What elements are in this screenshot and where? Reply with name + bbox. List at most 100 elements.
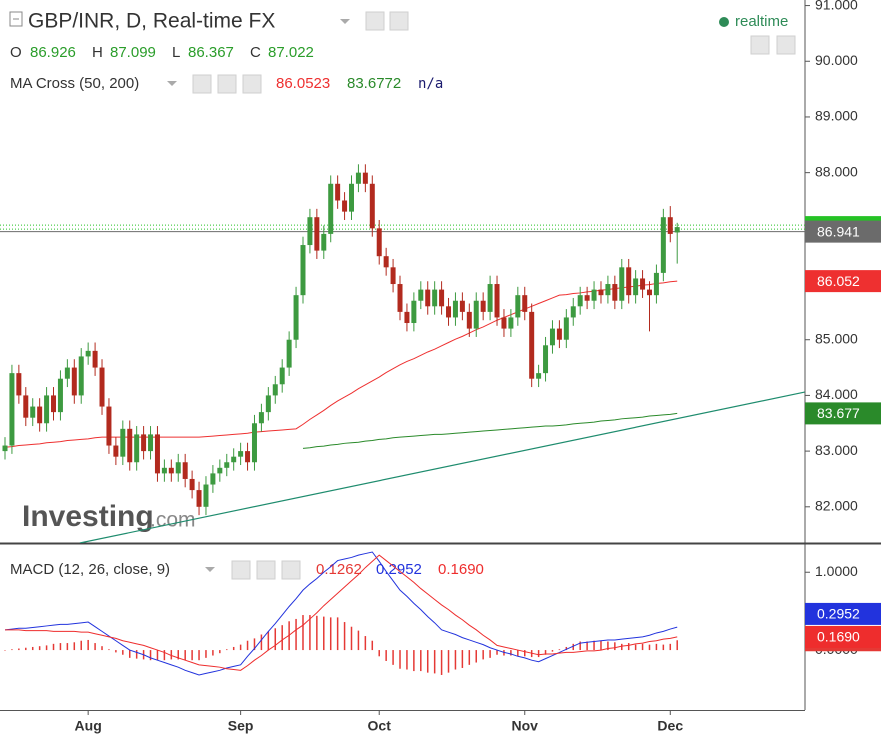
candle-body [307,217,313,246]
price-box [805,625,881,648]
candle-body [487,284,493,312]
dropdown-caret[interactable] [340,19,350,24]
candle-body [78,356,84,396]
candle-body [674,227,680,233]
candle-body [2,445,8,452]
candle-body [16,373,22,396]
candle-body [591,289,597,301]
histogram-bar [676,640,678,651]
histogram-bar [475,650,477,663]
ohlc-value: 86.926 [30,44,76,61]
macd-line [4,551,678,676]
plot-area [4,551,678,676]
candle-body [660,217,666,273]
histogram-bar [156,650,159,661]
candle-body [64,367,70,379]
candle-body [293,295,299,340]
candle-body [106,406,112,446]
visibility-icon[interactable] [192,74,212,94]
histogram-bar [177,650,179,660]
candle-body [120,428,126,457]
histogram-bar [482,650,484,660]
y-tick-label: 85.000 [815,330,858,346]
watermark: Investing [22,500,154,533]
candle-body [439,289,445,307]
candle-body [57,378,63,413]
ohlc-label: C [250,44,261,61]
candle-body [473,300,479,329]
histogram-bar [447,650,450,673]
price-box-label: 83.677 [817,405,860,421]
y-tick-label: 90.000 [815,52,858,68]
candle-body [619,267,625,301]
histogram-bar [371,640,374,651]
candle-body [446,306,452,318]
candle-body [418,289,424,301]
ohlc-value: 86.367 [188,44,234,61]
x-tick-label: Sep [228,718,254,734]
histogram-bar [253,638,256,651]
histogram-bar [184,650,186,661]
candle-body [466,311,472,329]
ma-line [4,280,678,448]
candle-body [168,467,174,474]
histogram-bar [274,628,277,651]
histogram-bar [163,650,166,661]
dropdown-caret[interactable] [205,567,215,572]
dropdown-caret[interactable] [167,81,177,86]
settings-icon[interactable] [389,11,409,31]
visibility-icon[interactable] [231,560,251,580]
candle-body [452,300,458,318]
candle-body [85,350,91,357]
remove-icon[interactable] [242,74,262,94]
candle-body [189,478,195,491]
histogram-bar [572,643,575,651]
ohlc-value: 87.099 [110,44,156,61]
price-box-label: 86.052 [817,273,860,289]
realtime-status: realtime [735,13,788,30]
y-tick-label: 84.000 [815,386,858,402]
histogram-bar [426,650,429,673]
candle-body [23,395,29,418]
candle-body [369,183,375,229]
remove-icon[interactable] [281,560,301,580]
candle-body [598,289,604,296]
histogram-bar [59,643,62,651]
candle-body [51,395,57,413]
histogram-bar [108,649,110,651]
indicator-value: 83.6772 [347,75,401,92]
trend-line [79,391,805,543]
settings-icon[interactable] [217,74,237,94]
histogram-bar [385,650,387,661]
x-tick-label: Aug [75,718,102,734]
histogram-bar [350,626,353,651]
ma-line [302,412,678,449]
histogram-bar [239,644,242,651]
visibility-icon[interactable] [365,11,385,31]
download-icon[interactable] [750,35,770,55]
y-tick-label: 88.000 [815,163,858,179]
ohlc-label: L [172,44,180,61]
candle-body [383,256,389,268]
realtime-dot [719,17,729,27]
histogram-bar [219,650,221,654]
candle-body [404,311,410,324]
histogram-bar [73,642,76,651]
histogram-bar [309,615,311,651]
candle-body [605,284,611,296]
more-icon[interactable] [776,35,796,55]
settings-icon[interactable] [256,560,276,580]
histogram-bar [343,622,346,651]
histogram-bar [66,643,69,651]
histogram-bar [392,650,394,665]
histogram-bar [45,645,48,651]
y-tick-label: 91.000 [815,0,858,12]
histogram-bar [461,650,464,668]
histogram-bar [433,650,436,674]
histogram-bar [122,650,124,655]
candle-body [300,245,306,296]
candle-body [522,295,528,312]
candle-body [210,473,216,485]
candle-body [335,183,341,201]
